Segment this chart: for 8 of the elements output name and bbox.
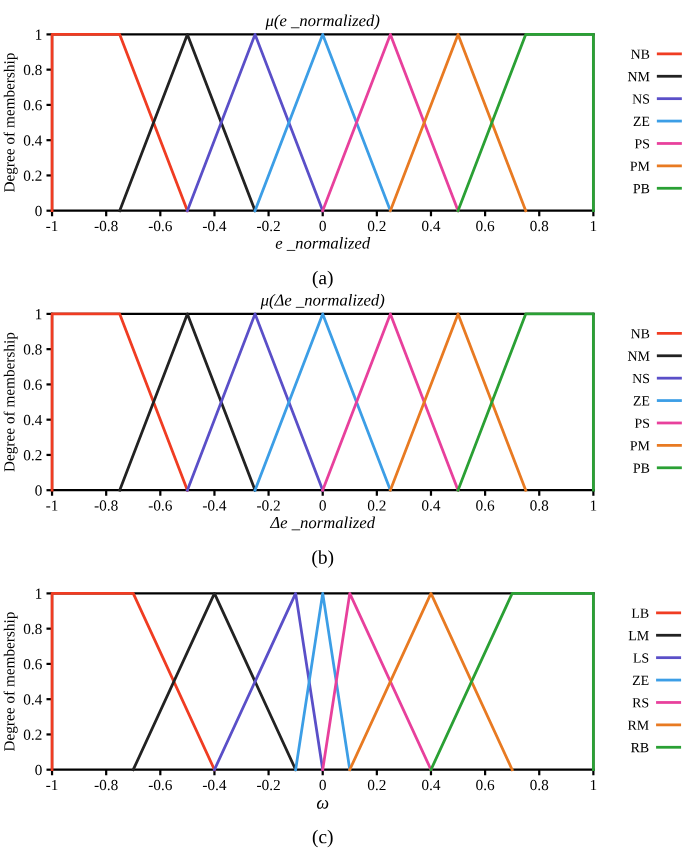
- text: (a): [312, 270, 333, 289]
- x-axis-title: Δe _normalized: [269, 516, 376, 531]
- x-axis-title: ω: [316, 800, 329, 809]
- chart-title: μ(Δe _normalized): [260, 294, 385, 310]
- text: (c): [312, 829, 333, 848]
- chart-title: μ(e _normalized): [265, 14, 380, 30]
- x-axis-title: e _normalized: [275, 237, 371, 251]
- text: (b): [312, 550, 334, 568]
